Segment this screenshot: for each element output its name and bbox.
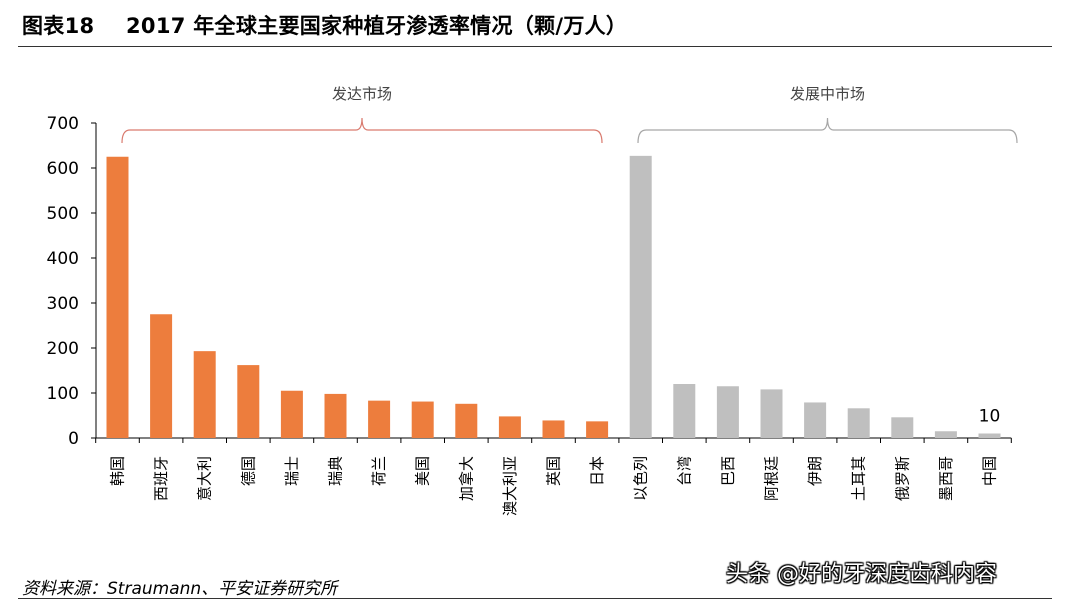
- bar-韩国: [106, 156, 129, 438]
- bar-德国: [237, 365, 260, 438]
- category-label: 阿根廷: [763, 456, 781, 501]
- y-tick-label: 0: [68, 429, 79, 449]
- bar-chart: 0 100 200 300 400 500 600 700 韩国 西班牙 意大利 德国 瑞士 瑞典 荷兰 美国…: [47, 85, 1018, 516]
- group-brace: [637, 117, 1018, 144]
- figure-label: 图表18: [22, 14, 95, 38]
- category-label: 西班牙: [152, 456, 170, 501]
- bar-瑞士: [280, 390, 303, 438]
- bar-荷兰: [368, 400, 391, 438]
- category-label: 德国: [239, 456, 257, 486]
- bar-英国: [542, 420, 565, 438]
- category-label: 巴西: [719, 456, 737, 486]
- category-label: 瑞典: [327, 456, 345, 486]
- category-label: 以色列: [632, 456, 650, 501]
- y-tick-label: 500: [47, 204, 79, 224]
- category-label: 伊朗: [806, 456, 824, 486]
- y-tick-label: 600: [47, 159, 79, 179]
- bar-台湾: [673, 384, 696, 438]
- category-label: 澳大利亚: [501, 456, 519, 516]
- bar-意大利: [193, 351, 216, 438]
- category-label: 意大利: [196, 456, 214, 501]
- category-label: 土耳其: [850, 456, 868, 501]
- group-label: 发达市场: [332, 85, 392, 103]
- category-label: 加拿大: [457, 456, 475, 501]
- category-label: 英国: [545, 456, 563, 486]
- bar-俄罗斯: [891, 417, 914, 438]
- figure-title: 图表18 2017 年全球主要国家种植牙渗透率情况（颗/万人）: [22, 10, 627, 40]
- y-tick-label: 400: [47, 249, 79, 269]
- category-label: 台湾: [675, 456, 693, 486]
- data-label: 10: [979, 407, 1001, 427]
- bar-日本: [586, 421, 609, 438]
- category-label: 中国: [981, 456, 999, 486]
- category-label: 美国: [414, 456, 432, 486]
- category-label: 荷兰: [370, 456, 388, 486]
- category-label: 日本: [588, 456, 606, 486]
- category-label: 墨西哥: [937, 456, 955, 501]
- bar-土耳其: [847, 408, 870, 438]
- y-tick-label: 200: [47, 339, 79, 359]
- category-label: 瑞士: [283, 456, 301, 486]
- bar-阿根廷: [760, 389, 783, 438]
- category-label: 俄罗斯: [893, 456, 911, 501]
- bar-中国: [978, 433, 1001, 438]
- bar-西班牙: [150, 314, 173, 438]
- group-brace: [121, 117, 603, 144]
- bar-瑞典: [324, 393, 347, 438]
- footer-divider: [18, 598, 1052, 599]
- category-label: 韩国: [109, 456, 127, 486]
- source-note: 资料来源：Straumann、平安证券研究所: [22, 579, 338, 599]
- bar-伊朗: [804, 402, 827, 438]
- y-tick-label: 100: [47, 384, 79, 404]
- y-tick-label: 300: [47, 294, 79, 314]
- group-label: 发展中市场: [790, 85, 865, 103]
- y-tick-label: 700: [47, 114, 79, 134]
- bar-墨西哥: [934, 431, 957, 438]
- bar-以色列: [629, 155, 652, 438]
- header-divider: [18, 46, 1052, 47]
- chart-title: 2017 年全球主要国家种植牙渗透率情况（颗/万人）: [126, 14, 628, 38]
- bar-加拿大: [455, 403, 478, 438]
- watermark: 头条 @好的牙深度齿科内容: [726, 562, 997, 587]
- bar-巴西: [716, 386, 739, 438]
- bar-美国: [411, 401, 434, 438]
- bar-澳大利亚: [498, 416, 521, 438]
